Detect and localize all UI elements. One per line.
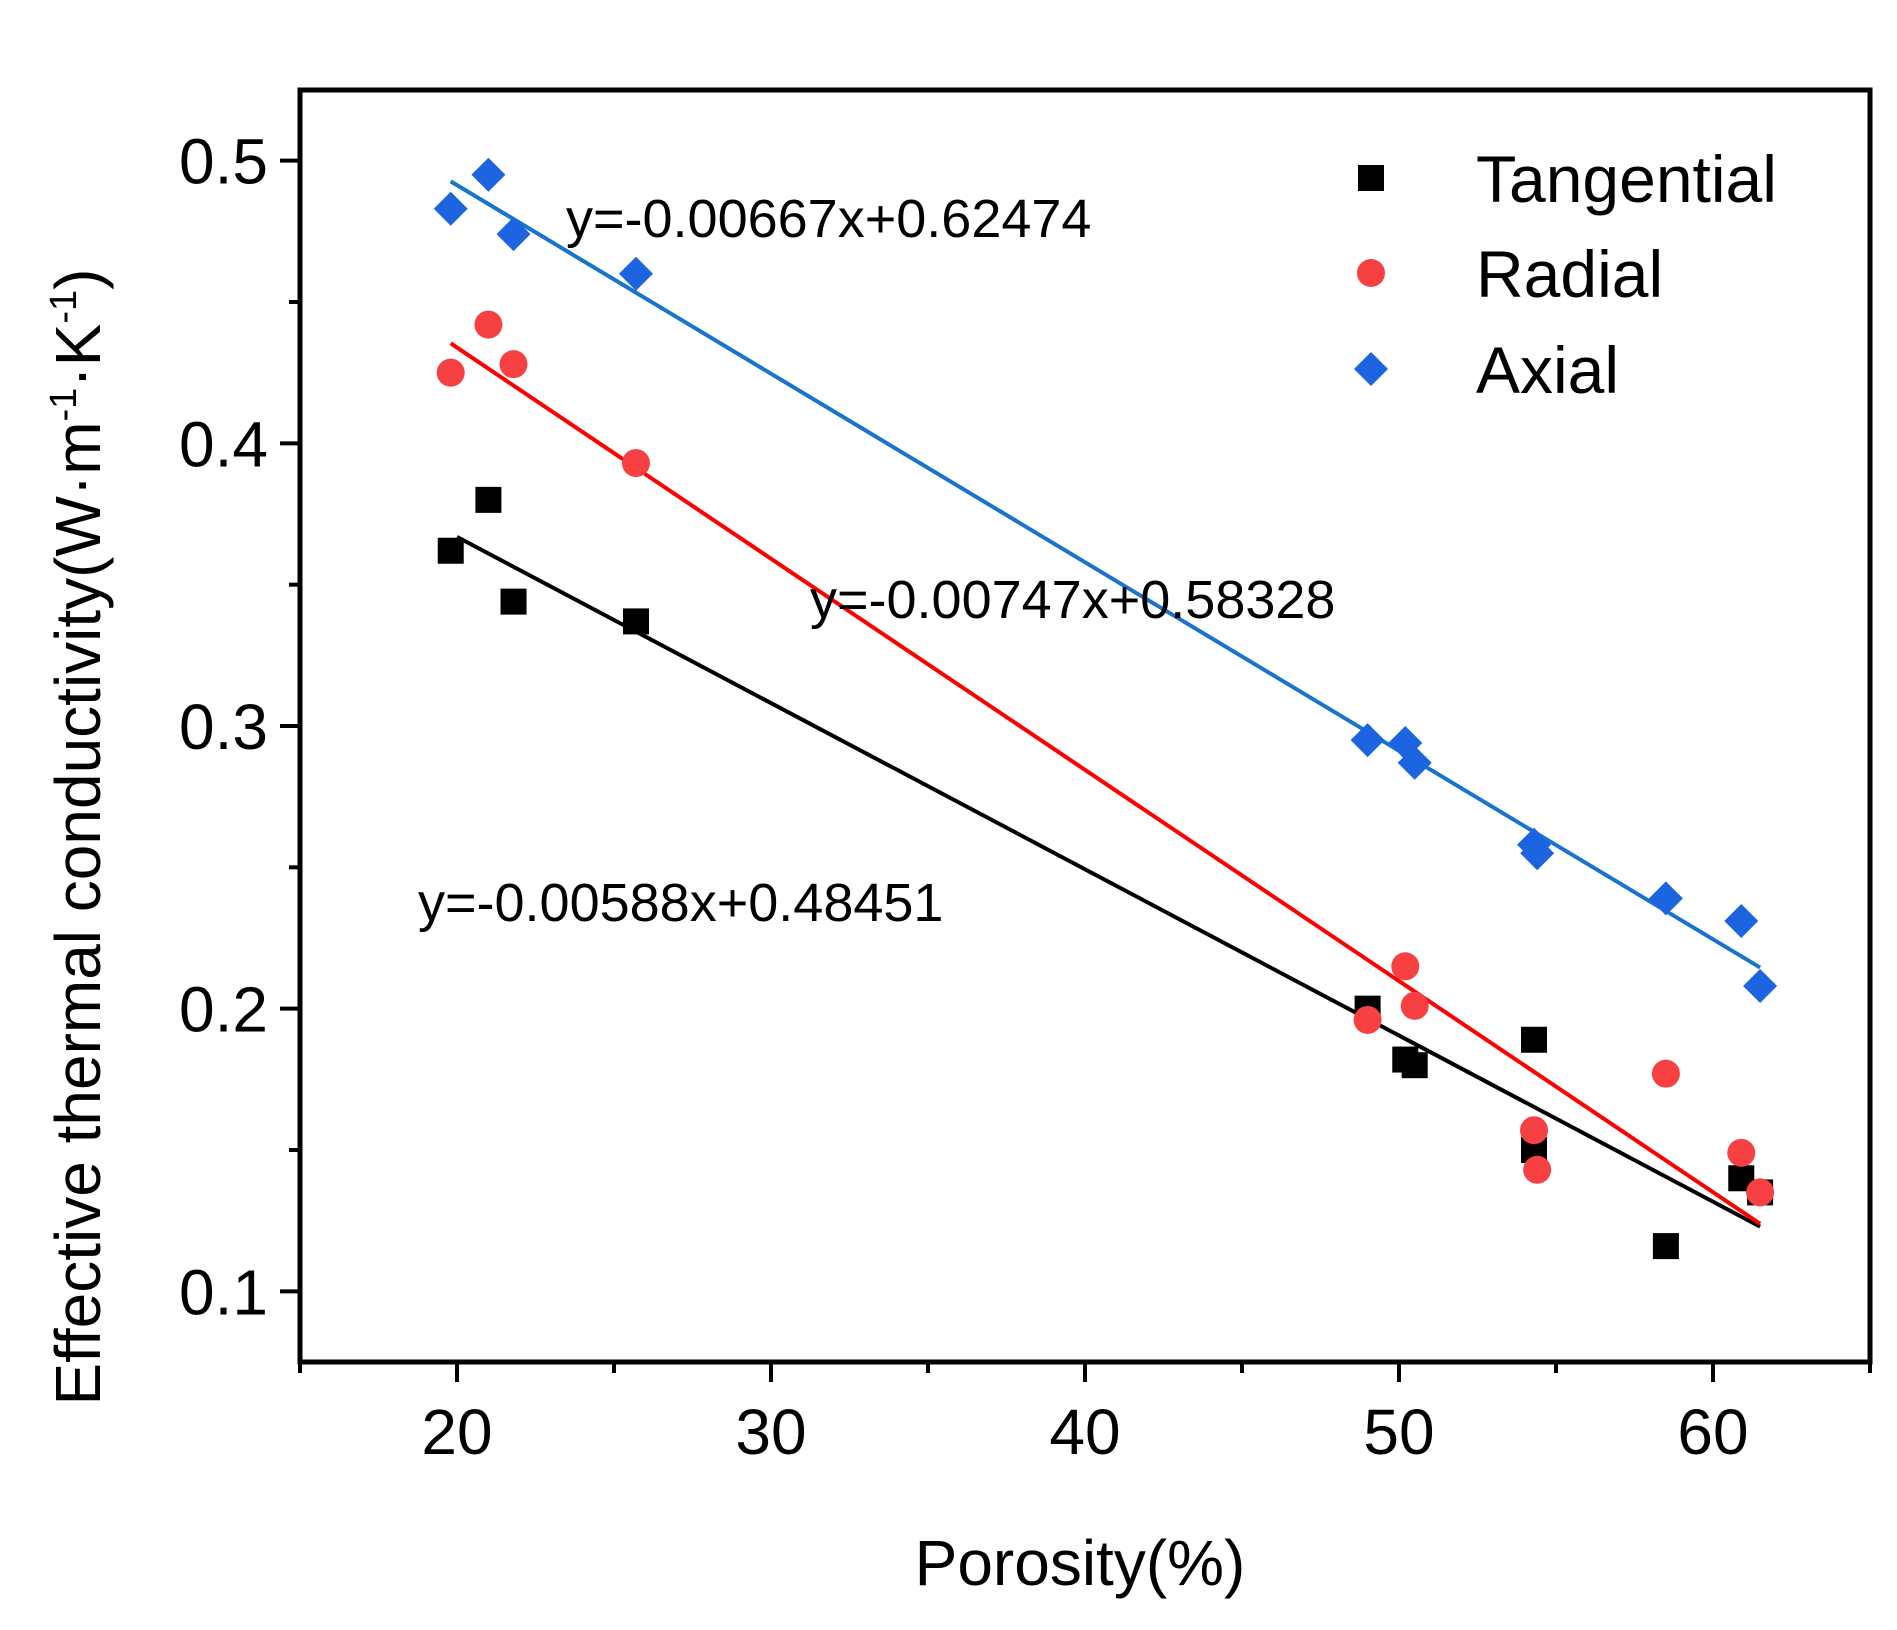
legend-label-tangential: Tangential: [1476, 142, 1777, 216]
x-tick-label: 50: [1363, 1396, 1434, 1468]
y-tick-label: 0.4: [179, 408, 268, 480]
legend-marker-shape-tangential: [1358, 165, 1384, 191]
data-point-tangential: [1521, 1026, 1548, 1053]
y-axis-title: Effective thermal conductivity(W·m-1·K-1…: [42, 269, 114, 1406]
y-tick-label: 0.2: [179, 974, 268, 1046]
data-point-tangential: [437, 537, 464, 564]
fit-line-radial: [449, 341, 1762, 1226]
data-point-radial: [1400, 991, 1429, 1020]
data-point-axial: [618, 256, 653, 291]
data-point-axial: [1520, 836, 1555, 871]
data-point-axial: [1397, 745, 1432, 780]
axis-ticks: 20 30 40 50 60 0.1 0.2 0.3 0.4 0.5: [179, 126, 1872, 1468]
legend-marker-shape-radial: [1357, 259, 1385, 287]
y-axis-title-sup1: -1: [43, 388, 85, 422]
equation-label-radial: y=-0.00747x+0.58328: [810, 570, 1335, 630]
data-point-radial: [499, 350, 528, 379]
y-axis-title-mid: ·K: [42, 324, 114, 388]
x-tick-label: 40: [1049, 1396, 1120, 1468]
data-point-tangential: [475, 486, 502, 513]
data-point-radial: [1727, 1138, 1756, 1167]
data-point-axial: [1350, 723, 1385, 758]
data-point-radial: [1353, 1005, 1382, 1034]
legend-marker-shape-axial: [1354, 352, 1388, 386]
x-tick-label: 60: [1677, 1396, 1748, 1468]
x-tick-label: 20: [421, 1396, 492, 1468]
data-point-axial: [1648, 881, 1683, 916]
equation-label-tangential: y=-0.00588x+0.48451: [418, 873, 943, 933]
data-point-tangential: [1652, 1233, 1679, 1260]
y-tick-label: 0.1: [179, 1256, 268, 1328]
data-point-radial: [1391, 952, 1420, 981]
legend-marker-radial: [1357, 259, 1385, 287]
y-tick-label: 0.5: [179, 126, 268, 198]
data-point-radial: [1523, 1155, 1552, 1184]
data-point-tangential: [1401, 1052, 1428, 1079]
data-point-radial: [1746, 1178, 1775, 1207]
fit-line-tangential: [456, 535, 1762, 1229]
data-point-tangential: [500, 588, 527, 615]
y-axis-title-sup2: -1: [43, 290, 85, 324]
legend-marker-tangential: [1358, 165, 1384, 191]
data-point-radial: [1651, 1059, 1680, 1088]
data-point-axial: [471, 157, 506, 192]
data-point-axial: [1724, 904, 1759, 939]
data-point-radial: [621, 449, 650, 478]
x-tick-label: 30: [735, 1396, 806, 1468]
data-points: [433, 157, 1778, 1260]
data-point-radial: [474, 310, 503, 339]
data-point-axial: [496, 217, 531, 252]
legend-label-axial: Axial: [1476, 333, 1619, 407]
legend-label-radial: Radial: [1476, 237, 1663, 311]
x-axis-title: Porosity(%): [915, 1527, 1246, 1599]
data-point-axial: [1743, 969, 1778, 1004]
data-point-radial: [436, 358, 465, 387]
equation-label-axial: y=-0.00667x+0.62474: [566, 189, 1091, 249]
y-tick-label: 0.3: [179, 691, 268, 763]
data-point-radial: [1520, 1116, 1549, 1145]
legend-marker-axial: [1354, 352, 1388, 386]
y-axis-title-main: Effective thermal conductivity(W·m: [42, 421, 114, 1405]
data-point-axial: [433, 191, 468, 226]
data-point-tangential: [622, 608, 649, 635]
y-axis-title-end: ): [42, 269, 114, 290]
legend: Tangential Radial Axial: [1354, 142, 1777, 407]
